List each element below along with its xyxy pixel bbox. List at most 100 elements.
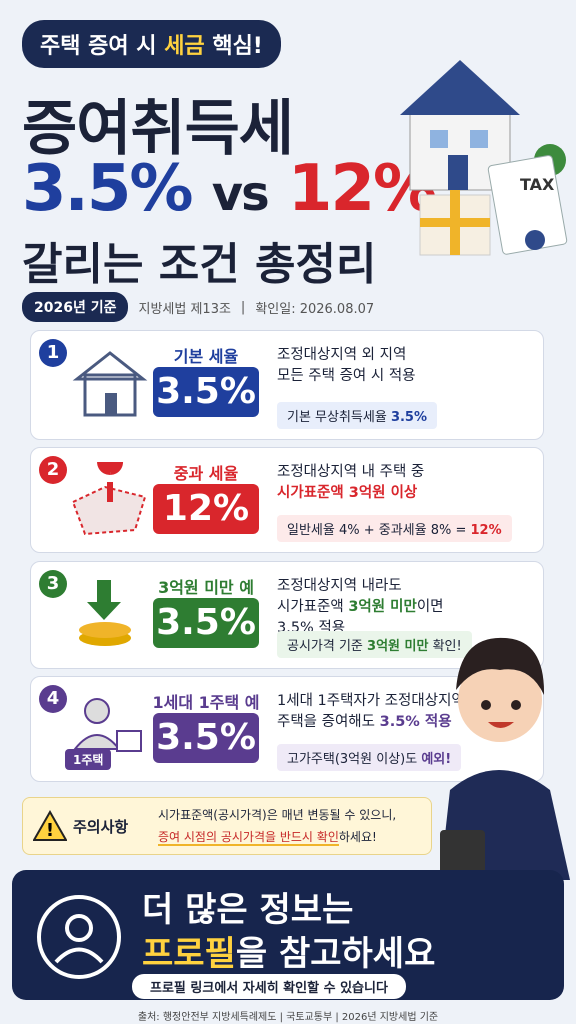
- card-icon: [71, 462, 147, 536]
- decoration: !: [46, 820, 54, 841]
- decoration: [440, 830, 485, 880]
- decoration: [84, 698, 110, 724]
- card-note: 일반세율 4% + 중과세율 8% = 12%: [277, 515, 512, 542]
- card-number: 3: [39, 570, 67, 598]
- decoration: [105, 393, 117, 415]
- decoration: [456, 637, 545, 695]
- note-emphasis: 예외!: [421, 752, 452, 767]
- decoration: [525, 230, 545, 250]
- card-number: 1: [39, 339, 67, 367]
- card-rate: 3.5%: [153, 367, 259, 417]
- card-line: 주택을 증여해도 3.5% 적용: [277, 712, 537, 733]
- decoration: [72, 351, 148, 381]
- card-text-part: 주택을 증여해도: [277, 714, 380, 730]
- note-text: 일반세율 4% + 중과세율 8% =: [287, 523, 471, 538]
- card: 1 기본 세율 3.5% 조정대상지역 외 지역 모든 주택 증여 시 적용 기본 무상취…: [30, 330, 544, 440]
- card-text: 1세대 1주택자가 조정대상지역 주택을 증여해도 3.5% 적용: [277, 691, 537, 733]
- decoration: [97, 580, 111, 602]
- meta: 2026년 기준 지방세법 제13조 | 확인일: 2026.08.07: [22, 292, 374, 322]
- decoration: [481, 700, 491, 710]
- badge-text: 핵심!: [204, 34, 263, 59]
- note-text: 고가주택(3억원 이상)도: [287, 752, 422, 767]
- card-rate: 3.5%: [153, 713, 259, 763]
- card-line: 1세대 1주택자가 조정대상지역: [277, 691, 537, 712]
- decoration: [458, 658, 542, 742]
- decoration: [488, 722, 514, 728]
- meta-law: 지방세법 제13조: [138, 301, 231, 317]
- icon-label: 1주택: [65, 749, 112, 770]
- footer-link: 프로필 링크에서 자세히 확인할 수 있습니다: [132, 974, 406, 999]
- footer-line: 더 많은 정보는: [142, 890, 354, 930]
- decoration: [116, 730, 142, 752]
- source: 출처: 행정안전부 지방세특례제도 | 국토교통부 | 2026년 지방세법 기…: [137, 1012, 439, 1023]
- decoration: [430, 130, 448, 148]
- card-number: 2: [39, 456, 67, 484]
- decoration: [79, 622, 131, 638]
- caution-emphasis: 증여 시점의 공시가격을 반드시 확인: [158, 830, 339, 846]
- footer: 더 많은 정보는 프로필을 참고하세요 프로필 링크에서 자세히 확인할 수 있…: [12, 870, 564, 1000]
- boy-illustration: [440, 637, 570, 880]
- card-rate: 3.5%: [153, 598, 259, 648]
- rate-low: 3.5%: [22, 152, 193, 226]
- caution-line: 하세요!: [338, 830, 377, 844]
- card-line: 시가표준액 3억원 미만이면: [277, 597, 537, 618]
- card-line: 조정대상지역 외 지역: [277, 345, 537, 366]
- card-icon: [72, 351, 148, 417]
- decoration: [470, 130, 488, 148]
- decoration: [37, 895, 121, 979]
- card-text-part: 모든 주택 증여 시 적용: [277, 368, 416, 384]
- decoration: 프로필을 참고하세요: [142, 926, 435, 975]
- decoration: [65, 914, 93, 942]
- decoration: [448, 155, 468, 190]
- house-illustration: TAX: [400, 60, 568, 256]
- decoration: [72, 734, 122, 750]
- caution-box: ! 주의사항 시가표준액(공시가격)은 매년 변동될 수 있으니, 증여 시점의…: [22, 797, 432, 855]
- tax-label: TAX: [520, 175, 555, 194]
- note-emphasis: 3.5%: [390, 410, 428, 425]
- title: 증여취득세: [22, 94, 294, 164]
- note-text: 공시가격 기준: [287, 639, 368, 654]
- card-emphasis: 3억원 미만: [348, 599, 417, 615]
- card-rate: 12%: [153, 484, 259, 534]
- card-note: 기본 무상취득세율 3.5%: [277, 402, 438, 429]
- card-text-part: 이면: [416, 599, 444, 615]
- card: 2 중과 세율 12% 조정대상지역 내 주택 중 시가표준액 3억원 이상 일반세율 4…: [30, 447, 544, 553]
- decoration: [511, 700, 521, 710]
- badge: 주택 증여 시 세금 핵심!: [22, 20, 281, 68]
- decoration: [400, 60, 520, 115]
- card-label: 기본 세율: [173, 347, 239, 366]
- card-emphasis: 3.5% 적용: [379, 714, 452, 730]
- decoration: [420, 218, 490, 227]
- card-text-part: 조정대상지역 내라도: [277, 578, 402, 594]
- badge-text: 주택 증여 시: [40, 34, 165, 59]
- subtitle: 갈리는 조건 총정리: [22, 239, 377, 290]
- card-icon: [72, 698, 142, 752]
- decoration: [33, 810, 67, 841]
- card-icon: [79, 580, 131, 646]
- card-line: 조정대상지역 내 주택 중: [277, 462, 537, 483]
- card-emphasis: 시가표준액 3억원 이상: [277, 485, 418, 501]
- caution-line: 시가표준액(공시가격)은 매년 변동될 수 있으니,: [158, 808, 397, 822]
- card-number: 4: [39, 685, 67, 713]
- meta-checked: 확인일: 2026.08.07: [255, 301, 375, 317]
- card-line: 모든 주택 증여 시 적용: [277, 366, 537, 387]
- card-line: 시가표준액 3억원 이상: [277, 483, 537, 504]
- card-text-part: 조정대상지역 외 지역: [277, 347, 407, 363]
- card-label: 중과 세율: [173, 464, 239, 483]
- note-emphasis: 3억원 미만: [367, 639, 429, 654]
- card-note: 공시가격 기준 3억원 미만 확인!: [277, 631, 472, 658]
- card-line: 조정대상지역 내라도: [277, 576, 537, 597]
- rates: 3.5% vs 12%: [22, 152, 437, 226]
- note-emphasis: 12%: [470, 523, 502, 538]
- card-text-part: 조정대상지역 내 주택 중: [277, 464, 425, 480]
- decoration: 증여 시점의 공시가격을 반드시 확인하세요!: [158, 828, 377, 846]
- note-text: 확인!: [428, 639, 462, 654]
- note-text: 기본 무상취득세율: [287, 410, 391, 425]
- caution-label: 주의사항: [73, 818, 129, 836]
- card-note: 고가주택(3억원 이상)도 예외!: [277, 744, 462, 771]
- vs: vs: [211, 166, 270, 222]
- meta-year: 2026년 기준: [22, 292, 129, 322]
